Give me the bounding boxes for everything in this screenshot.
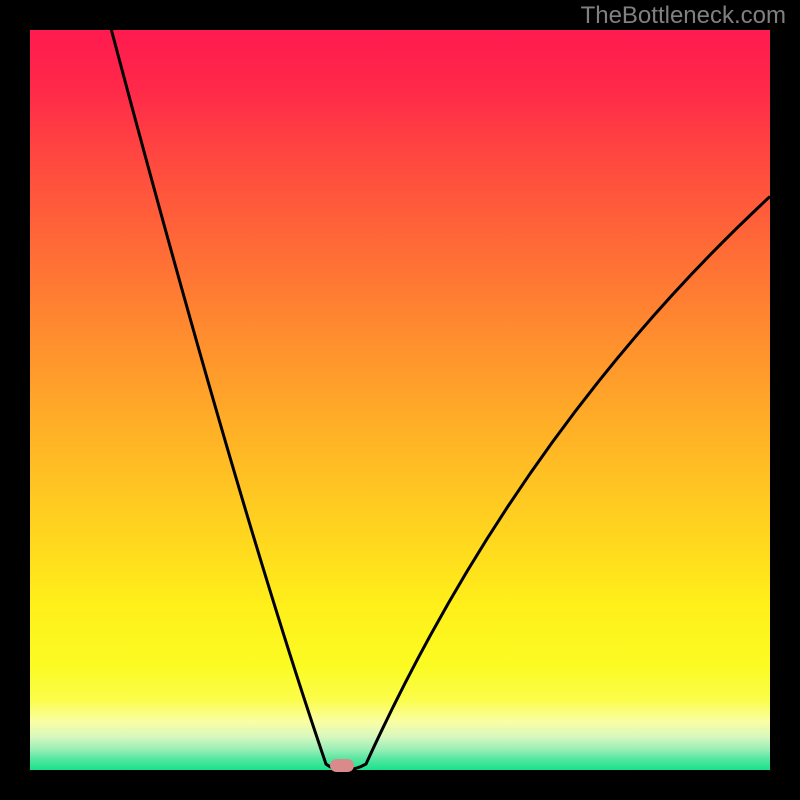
optimal-marker bbox=[330, 759, 354, 772]
curve-path bbox=[111, 30, 770, 770]
plot-area bbox=[30, 30, 770, 770]
watermark-text: TheBottleneck.com bbox=[581, 2, 786, 30]
bottleneck-curve bbox=[30, 30, 770, 770]
